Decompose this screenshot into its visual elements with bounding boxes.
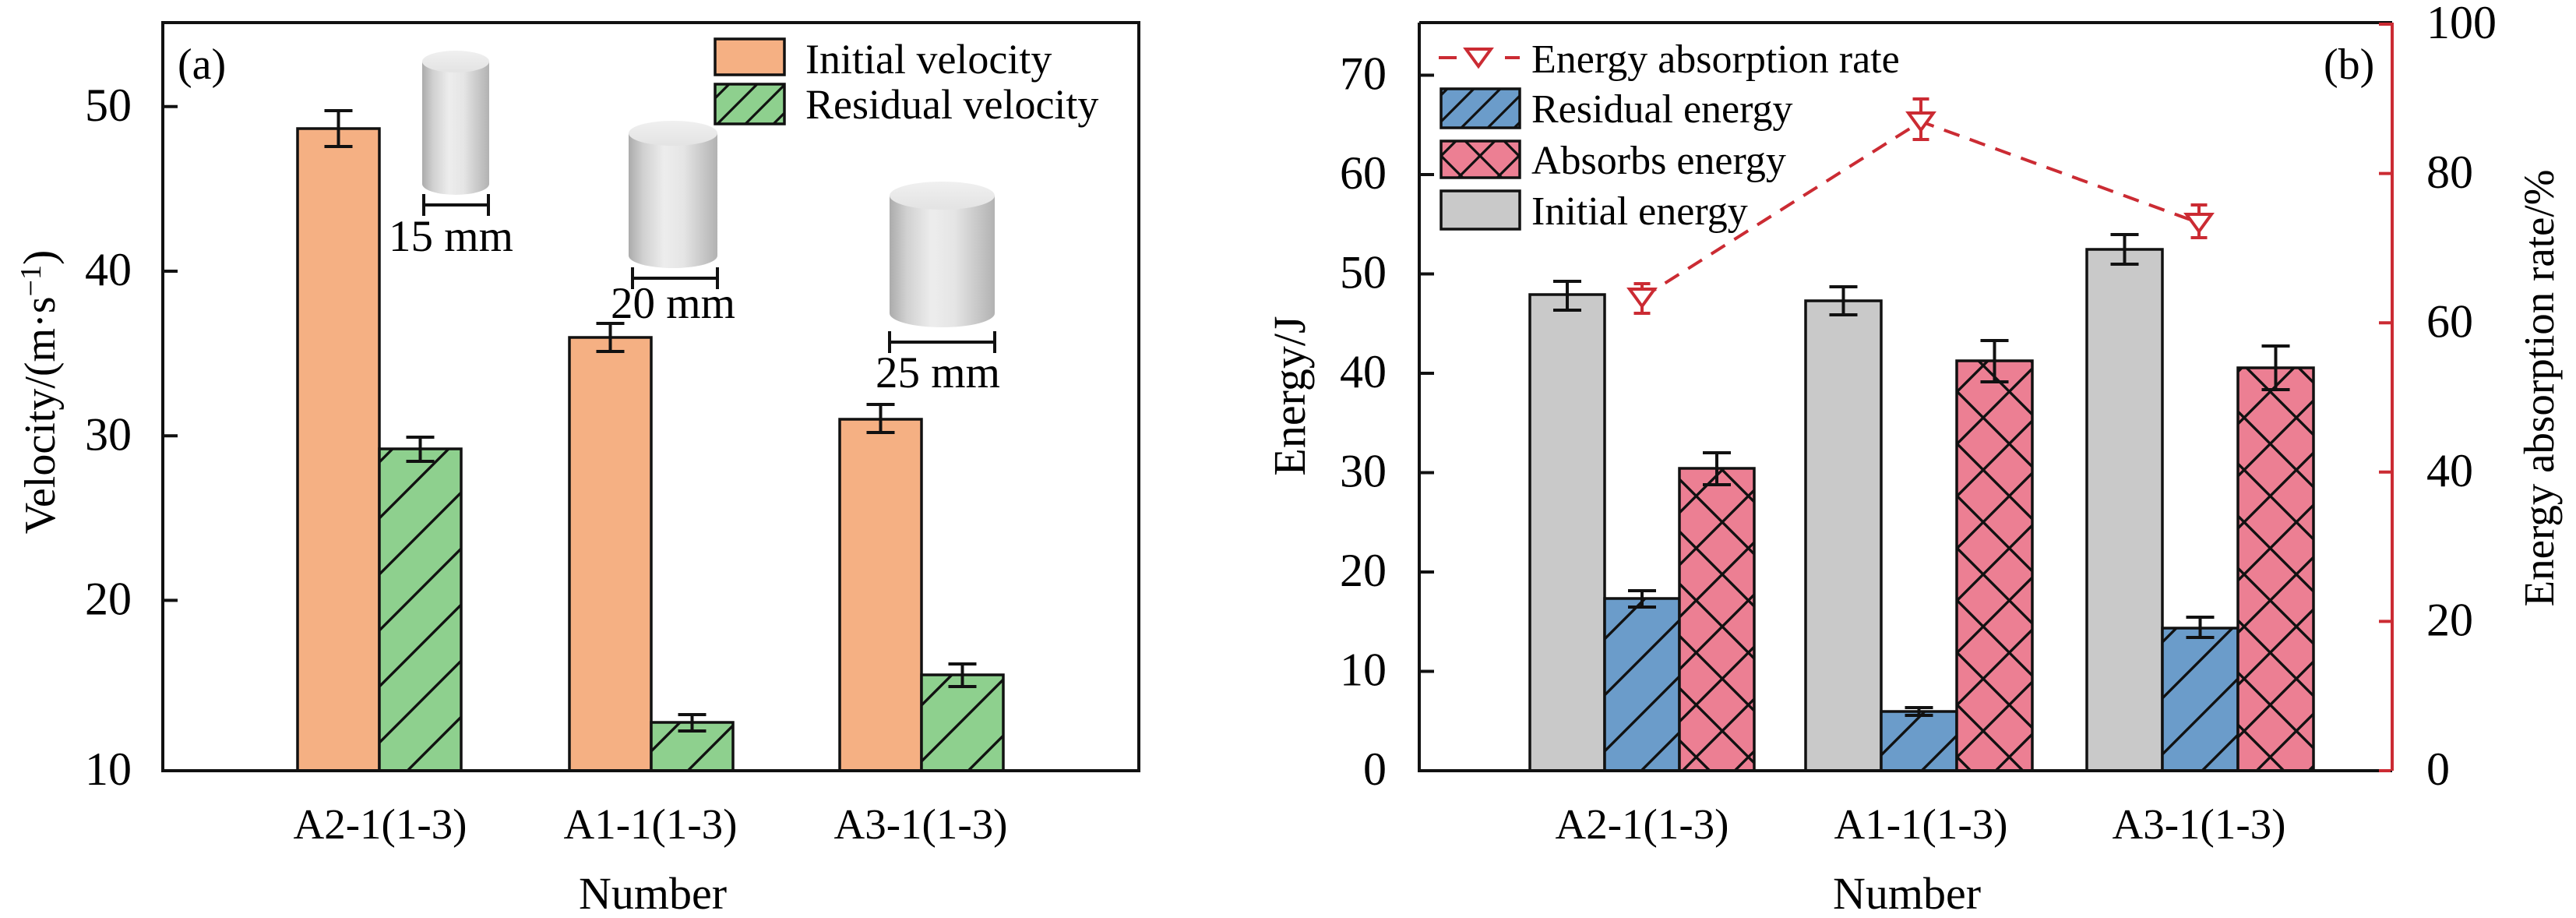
- svg-text:50: 50: [1340, 247, 1387, 298]
- svg-text:10: 10: [1340, 644, 1387, 696]
- svg-text:A1-1(1-3): A1-1(1-3): [1834, 800, 2008, 848]
- svg-text:50: 50: [85, 79, 132, 131]
- svg-text:A2-1(1-3): A2-1(1-3): [294, 800, 467, 848]
- svg-text:0: 0: [1363, 743, 1387, 795]
- svg-text:Number: Number: [1833, 868, 1981, 918]
- svg-text:Initial energy: Initial energy: [1531, 189, 1748, 234]
- svg-text:20 mm: 20 mm: [611, 279, 735, 328]
- svg-text:40: 40: [85, 244, 132, 295]
- svg-text:(a): (a): [178, 41, 226, 89]
- svg-text:A3-1(1-3): A3-1(1-3): [2113, 800, 2286, 848]
- svg-text:30: 30: [1340, 446, 1387, 497]
- svg-text:20: 20: [85, 574, 132, 625]
- svg-text:Initial velocity: Initial velocity: [805, 36, 1052, 83]
- svg-text:Absorbs energy: Absorbs energy: [1531, 139, 1786, 183]
- svg-text:A2-1(1-3): A2-1(1-3): [1556, 800, 1729, 848]
- svg-text:30: 30: [85, 408, 132, 460]
- svg-text:Energy absorption rate: Energy absorption rate: [1531, 37, 1900, 82]
- svg-text:70: 70: [1340, 48, 1387, 100]
- svg-text:20: 20: [1340, 545, 1387, 596]
- svg-text:40: 40: [2426, 445, 2473, 496]
- svg-text:A3-1(1-3): A3-1(1-3): [834, 800, 1008, 848]
- svg-text:100: 100: [2426, 0, 2497, 48]
- svg-text:(b): (b): [2324, 41, 2374, 89]
- svg-text:60: 60: [1340, 147, 1387, 199]
- svg-text:Residual energy: Residual energy: [1531, 87, 1793, 132]
- svg-text:60: 60: [2426, 295, 2473, 347]
- svg-text:Velocity/(m·s−1): Velocity/(m·s−1): [14, 250, 65, 535]
- svg-text:A1-1(1-3): A1-1(1-3): [564, 800, 738, 848]
- svg-text:25 mm: 25 mm: [876, 348, 1000, 397]
- svg-text:0: 0: [2426, 743, 2450, 795]
- svg-text:80: 80: [2426, 147, 2473, 198]
- svg-text:15 mm: 15 mm: [389, 212, 513, 261]
- svg-text:Energy absorption rate/%: Energy absorption rate/%: [2515, 169, 2563, 606]
- svg-text:Residual velocity: Residual velocity: [805, 81, 1098, 128]
- svg-text:20: 20: [2426, 595, 2473, 646]
- svg-text:10: 10: [85, 743, 132, 795]
- svg-text:Number: Number: [579, 868, 727, 918]
- svg-text:40: 40: [1340, 346, 1387, 397]
- svg-text:Energy/J: Energy/J: [1264, 316, 1315, 475]
